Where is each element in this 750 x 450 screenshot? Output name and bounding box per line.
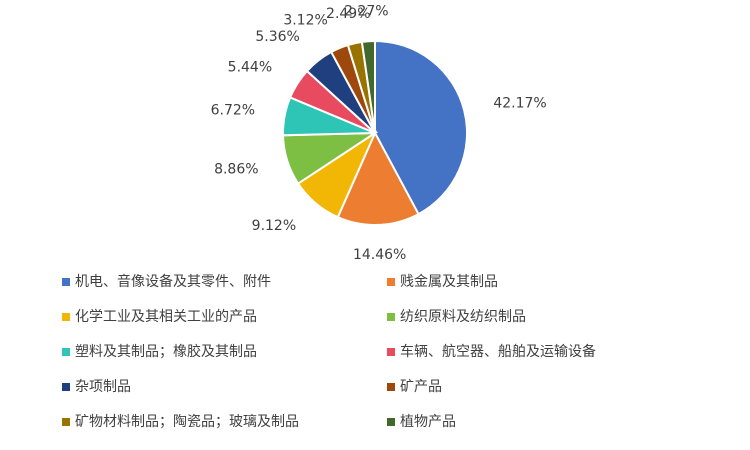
legend-swatch [62,278,70,286]
data-label: 42.17% [493,95,546,111]
data-label: 14.46% [353,247,406,263]
legend-swatch [387,278,395,286]
data-label: 2.49% [326,6,370,22]
pie-slice [336,130,420,226]
pie-slice [360,39,376,134]
legend-label: 机电、音像设备及其零件、附件 [75,273,271,290]
legend-label: 植物产品 [400,414,456,430]
legend-swatch [62,418,70,426]
legend-label: 矿物材料制品；陶瓷品；玻璃及制品 [75,413,299,430]
legend-swatch [387,418,395,426]
pie-slice [374,39,468,216]
data-label: 2.27% [344,3,388,19]
legend-label: 矿产品 [400,379,442,395]
data-label: 5.44% [228,59,272,75]
data-label: 5.36% [255,29,299,45]
legend-swatch [387,313,395,321]
legend-label: 化学工业及其相关工业的产品 [75,309,257,325]
data-label: 3.12% [283,12,327,28]
legend-label: 贱金属及其制品 [400,274,498,290]
legend-swatch [387,348,395,356]
legend-swatch [62,348,70,356]
legend-label: 纺织原料及纺织制品 [400,309,526,325]
data-label: 6.72% [211,102,255,118]
legend-label: 车辆、航空器、船舶及运输设备 [400,343,596,360]
legend-label: 杂项制品 [75,379,131,395]
legend-swatch [387,383,395,391]
legend-swatch [62,313,70,321]
data-label: 8.86% [214,161,258,177]
data-label: 9.12% [252,218,296,234]
legend-label: 塑料及其制品；橡胶及其制品 [75,343,257,360]
legend-swatch [62,383,70,391]
